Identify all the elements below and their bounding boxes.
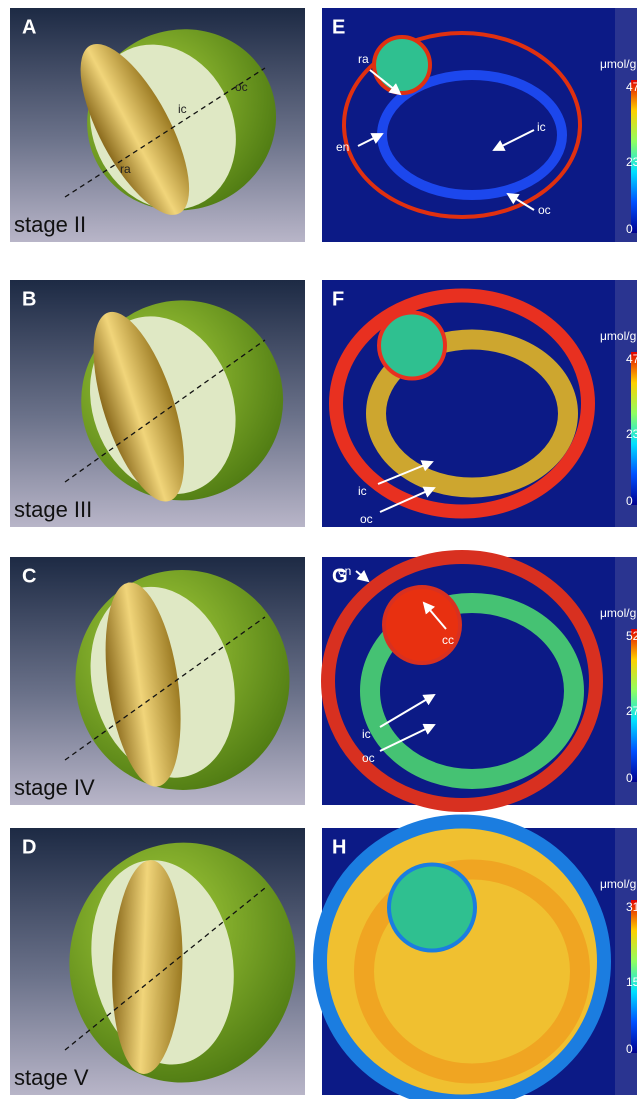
annotation: ic xyxy=(362,727,371,741)
annotation: oc xyxy=(362,751,375,765)
stage-label: stage III xyxy=(14,497,92,522)
panel-label: C xyxy=(22,565,36,587)
panel-map xyxy=(322,557,637,805)
colorbar-unit: μmol/g xyxy=(600,57,636,71)
panel-3d xyxy=(10,557,305,805)
colorbar-tick: 23 xyxy=(626,427,637,441)
radicle-section xyxy=(374,37,430,93)
stage-label: stage V xyxy=(14,1065,89,1090)
colorbar-tick: 23 xyxy=(626,155,637,169)
annotation: ic xyxy=(178,102,187,116)
annotation: oc xyxy=(360,512,373,526)
colorbar-tick: 319 xyxy=(626,900,637,914)
colorbar-unit: μmol/g xyxy=(600,329,636,343)
radicle-section xyxy=(384,587,460,663)
panel-map xyxy=(322,8,637,242)
panel-label: B xyxy=(22,288,36,310)
colorbar-tick: 0 xyxy=(626,222,633,236)
colorbar-unit: μmol/g xyxy=(600,877,636,891)
colorbar-tick: 0 xyxy=(626,771,633,785)
stage-label: stage IV xyxy=(14,775,95,800)
annotation: en xyxy=(336,140,349,154)
stage-label: stage II xyxy=(14,212,86,237)
annotation: ra xyxy=(358,52,369,66)
map-background xyxy=(322,8,637,242)
annotation: ic xyxy=(537,120,546,134)
colorbar-tick: 159 xyxy=(626,975,637,989)
figure: Astage II ra ic oc Bstage III Cstage IV Dstage… xyxy=(0,0,637,1099)
radicle-section xyxy=(379,313,445,379)
colorbar-tick: 27 xyxy=(626,704,637,718)
colorbar-tick: 47 xyxy=(626,80,637,94)
panel-map xyxy=(320,822,637,1099)
panel-label: D xyxy=(22,836,36,858)
colorbar-unit: μmol/g xyxy=(600,606,636,620)
panel-label: A xyxy=(22,16,36,38)
colorbar-tick: 47 xyxy=(626,352,637,366)
panel-3d xyxy=(10,3,305,242)
colorbar-tick: 0 xyxy=(626,494,633,508)
annotation: oc xyxy=(538,203,551,217)
annotation: oc xyxy=(235,80,248,94)
annotation: ic xyxy=(358,484,367,498)
panel-label: H xyxy=(332,836,346,858)
panel-label: F xyxy=(332,288,344,310)
panel-map xyxy=(322,280,637,527)
panel-label: E xyxy=(332,16,345,38)
panel-3d xyxy=(10,828,305,1095)
annotation: cc xyxy=(442,633,454,647)
colorbar-tick: 0 xyxy=(626,1042,633,1056)
colorbar-tick: 52 xyxy=(626,629,637,643)
radicle-section xyxy=(389,865,475,951)
annotation: en xyxy=(338,564,351,578)
panel-3d xyxy=(10,280,305,527)
annotation: ra xyxy=(120,162,131,176)
